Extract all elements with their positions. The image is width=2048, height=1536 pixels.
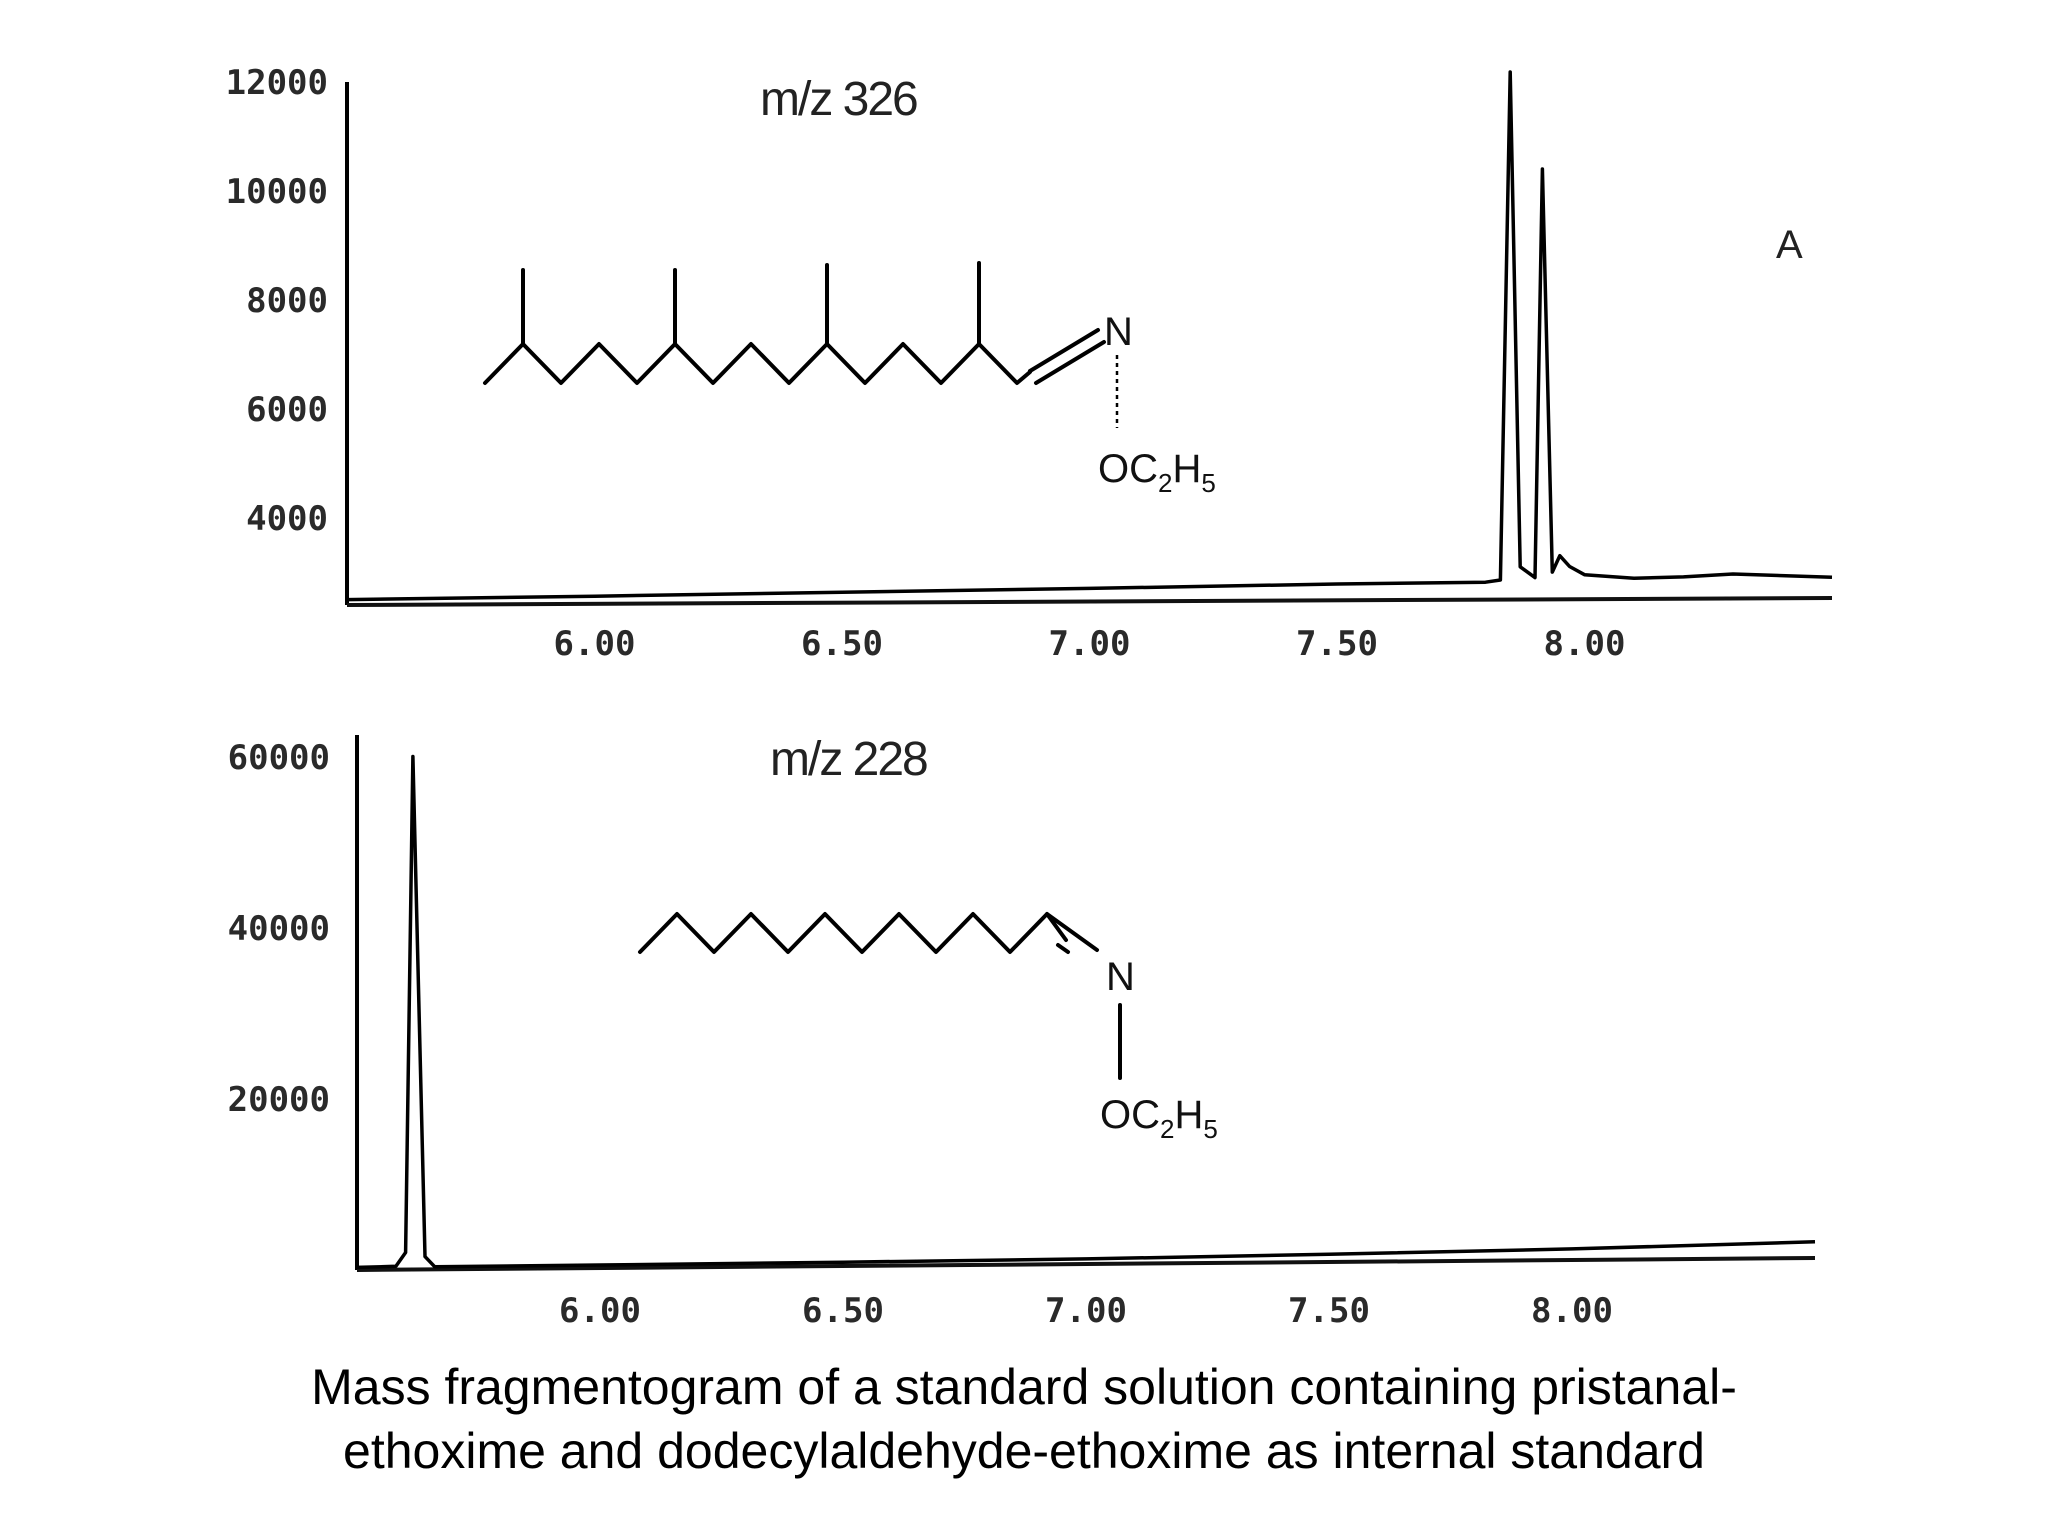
double-bond-lower bbox=[1034, 340, 1106, 385]
carbon-chain bbox=[483, 342, 1032, 385]
series-line-mz326 bbox=[346, 70, 1833, 602]
nitrogen-atom: N bbox=[1106, 955, 1135, 999]
y-tick-label: 6000 bbox=[246, 390, 328, 430]
x-tick-label: 8.00 bbox=[1531, 1291, 1613, 1331]
caption-line-2: ethoxime and dodecylaldehyde-ethoxime as… bbox=[343, 1423, 1705, 1479]
x-tick-label: 7.50 bbox=[1288, 1291, 1370, 1331]
double-bond-upper bbox=[1028, 328, 1100, 373]
molecule-dodecylaldehyde-ethoxime: N OC2H5 bbox=[638, 912, 1218, 1144]
ethoxy-group: OC2H5 bbox=[1100, 1093, 1218, 1144]
x-tick-label: 7.00 bbox=[1045, 1291, 1127, 1331]
x-axis bbox=[346, 596, 1833, 607]
y-tick-label: 20000 bbox=[228, 1080, 330, 1120]
mass-fragmentogram-figure: 12000 10000 8000 6000 4000 6.00 6.50 7.00 7.50 8… bbox=[226, 63, 1833, 1331]
x-tick-label: 8.00 bbox=[1544, 624, 1626, 664]
y-tick-label: 10000 bbox=[226, 172, 328, 212]
y-tick-label: 60000 bbox=[228, 738, 330, 778]
y-tick-label: 40000 bbox=[228, 909, 330, 949]
x-tick-label: 7.50 bbox=[1296, 624, 1378, 664]
x-tick-label: 7.00 bbox=[1049, 624, 1131, 664]
chart-panel-mz228: 60000 40000 20000 6.00 6.50 7.00 7.50 8.00 m/z… bbox=[228, 733, 1816, 1331]
y-tick-label: 12000 bbox=[226, 63, 328, 103]
molecule-pristanal-ethoxime: N OC2H5 bbox=[483, 261, 1216, 498]
figure-caption: Mass fragmentogram of a standard solutio… bbox=[0, 1355, 2048, 1483]
y-tick-label: 8000 bbox=[246, 281, 328, 321]
x-tick-label: 6.00 bbox=[554, 624, 636, 664]
x-tick-label: 6.50 bbox=[801, 624, 883, 664]
y-tick-label: 4000 bbox=[246, 499, 328, 539]
series-line-mz228 bbox=[356, 754, 1816, 1270]
caption-line-1: Mass fragmentogram of a standard solutio… bbox=[311, 1359, 1737, 1415]
double-bond-upper bbox=[1045, 912, 1099, 952]
carbon-chain bbox=[638, 912, 1068, 954]
x-axis bbox=[356, 1256, 1816, 1272]
double-bond-lower bbox=[1056, 943, 1070, 954]
ethoxy-group: OC2H5 bbox=[1098, 447, 1216, 498]
x-tick-label: 6.00 bbox=[559, 1291, 641, 1331]
chart-title: m/z 326 bbox=[760, 73, 917, 126]
chart-panel-mz326: 12000 10000 8000 6000 4000 6.00 6.50 7.00 7.50 8… bbox=[226, 63, 1833, 664]
panel-label: A bbox=[1776, 223, 1803, 267]
chart-title: m/z 228 bbox=[770, 733, 927, 786]
nitrogen-atom: N bbox=[1104, 310, 1133, 354]
x-tick-label: 6.50 bbox=[802, 1291, 884, 1331]
